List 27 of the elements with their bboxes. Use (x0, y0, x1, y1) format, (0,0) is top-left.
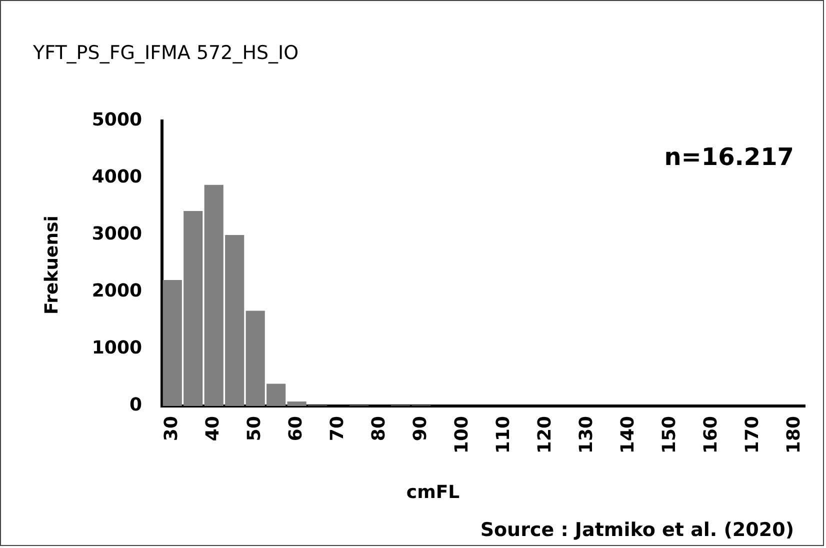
x-tick-label: 130 (576, 416, 597, 454)
x-tick-label: 170 (742, 416, 763, 454)
x-tick-label: 150 (658, 416, 680, 454)
annotation: n=16.217 (664, 143, 794, 171)
x-tick-label: 140 (617, 416, 638, 454)
x-tick-label: 40 (202, 416, 224, 442)
x-tick-label: 100 (451, 416, 472, 454)
y-tick-label: 1000 (92, 338, 142, 359)
x-tick-label: 120 (534, 416, 556, 454)
y-axis-title: Frekuensi (42, 216, 62, 314)
y-tick-label: 0 (129, 394, 142, 416)
x-axis-title: cmFL (406, 482, 460, 503)
x-tick-label: 160 (700, 416, 722, 454)
chart-title: YFT_PS_FG_IFMA 572_HS_IO (33, 42, 299, 64)
x-tick-label: 50 (244, 416, 266, 442)
y-tick-label: 2000 (92, 280, 142, 302)
source-note: Source : Jatmiko et al. (2020) (480, 519, 794, 541)
x-tick-label: 70 (326, 416, 348, 442)
x-tick-label: 180 (783, 416, 804, 454)
x-tick-label: 30 (161, 416, 182, 442)
x-tick-label: 90 (410, 416, 431, 442)
y-tick-label: 4000 (92, 166, 142, 188)
x-tick-label: 110 (492, 416, 514, 454)
y-tick-label: 5000 (92, 110, 142, 131)
y-tick-label: 3000 (92, 224, 142, 245)
x-tick-label: 80 (368, 416, 390, 442)
x-tick-label: 60 (285, 416, 306, 442)
